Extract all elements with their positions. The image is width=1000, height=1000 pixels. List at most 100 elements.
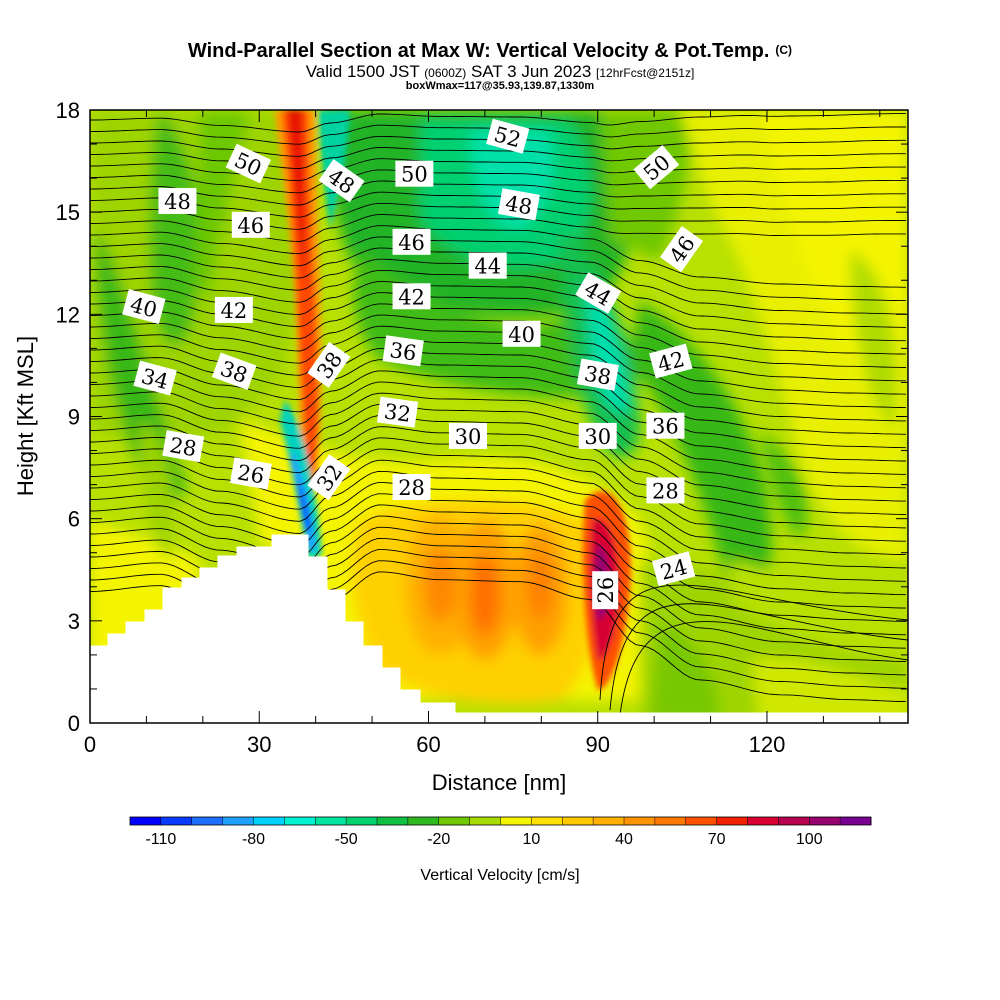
label-box bbox=[651, 551, 696, 587]
colorbar-tick-label: 10 bbox=[522, 831, 540, 848]
isentrope-line bbox=[90, 158, 906, 182]
isentrope-label: 44 bbox=[468, 252, 507, 279]
colorbar-swatch bbox=[747, 817, 779, 825]
label-text: 28 bbox=[652, 479, 679, 503]
label-box bbox=[592, 571, 619, 610]
subtitle-date: SAT 3 Jun 2023 bbox=[471, 62, 591, 81]
colorbar bbox=[129, 816, 872, 826]
isentrope-label: 46 bbox=[392, 228, 431, 255]
colorbar-swatch bbox=[531, 817, 563, 825]
plot-area bbox=[90, 110, 908, 723]
colorbar-swatch bbox=[191, 817, 224, 825]
colorbar-swatch bbox=[377, 817, 409, 825]
isentrope-line bbox=[90, 370, 906, 462]
label-box bbox=[497, 188, 540, 221]
label-box bbox=[133, 360, 177, 396]
isentrope-label: 28 bbox=[392, 474, 431, 501]
label-box bbox=[122, 289, 166, 325]
label-box bbox=[318, 159, 365, 203]
isentrope-line bbox=[90, 493, 907, 609]
isentrope-line bbox=[90, 448, 907, 556]
isentrope-line bbox=[90, 392, 907, 489]
isentrope-line bbox=[90, 191, 906, 218]
isentrope-label: 40 bbox=[502, 320, 541, 347]
subtitle-utc: (0600Z) bbox=[424, 66, 466, 80]
colorbar-swatch bbox=[624, 817, 656, 825]
colorbar-tick-label: 100 bbox=[796, 831, 823, 848]
y-axis-label: Height [Kft MSL] bbox=[13, 336, 38, 496]
label-text: 26 bbox=[236, 460, 266, 488]
colorbar-swatch bbox=[593, 817, 625, 825]
y-tick-label: 0 bbox=[68, 711, 80, 736]
subtitle-forecast: [12hrFcst@2151z] bbox=[596, 66, 694, 80]
colorbar-swatch bbox=[438, 817, 471, 825]
isentrope-label: 42 bbox=[392, 283, 431, 310]
isentrope-line bbox=[90, 482, 907, 596]
colorbar-tick-label: -20 bbox=[427, 831, 450, 848]
isentrope-label: 48 bbox=[158, 187, 197, 214]
colorbar-tick-label: -80 bbox=[242, 831, 265, 848]
isentrope-label: 48 bbox=[497, 188, 540, 221]
isentrope-line bbox=[90, 359, 907, 449]
colorbar-tick-label: 70 bbox=[708, 831, 726, 848]
label-text: 42 bbox=[220, 299, 247, 323]
label-box bbox=[231, 211, 270, 238]
y-tick-label: 3 bbox=[68, 609, 80, 634]
x-tick-label: 30 bbox=[247, 732, 271, 757]
label-text: 38 bbox=[582, 361, 612, 389]
label-text: 48 bbox=[503, 191, 533, 219]
label-box bbox=[575, 272, 622, 314]
label-box bbox=[214, 296, 253, 323]
y-tick-label: 15 bbox=[56, 200, 80, 225]
label-box bbox=[382, 335, 424, 367]
label-box bbox=[162, 430, 205, 463]
subtitle-valid: Valid 1500 JST bbox=[306, 62, 420, 81]
label-box bbox=[225, 143, 272, 184]
isentrope-line bbox=[90, 147, 906, 169]
label-text: 48 bbox=[164, 190, 191, 214]
isentropes bbox=[90, 113, 908, 716]
label-box bbox=[486, 118, 530, 154]
isentrope-line bbox=[90, 415, 907, 515]
isentrope-line bbox=[90, 515, 907, 636]
label-text: 30 bbox=[584, 425, 611, 449]
tick-marks bbox=[89, 109, 908, 724]
colorbar-swatch bbox=[253, 817, 285, 825]
x-tick-labels: 0 30 60 90 120 bbox=[84, 732, 785, 757]
colorbar-swatch bbox=[346, 817, 378, 825]
label-box bbox=[633, 144, 680, 190]
x-tick-label: 120 bbox=[749, 732, 786, 757]
label-text: 40 bbox=[508, 323, 535, 347]
label-text: 44 bbox=[474, 255, 501, 279]
isentrope-line bbox=[90, 325, 907, 409]
label-box bbox=[578, 422, 617, 449]
y-tick-labels: 0 3 6 9 12 15 18 bbox=[56, 98, 80, 736]
isentrope-line bbox=[90, 113, 906, 133]
label-box bbox=[158, 187, 197, 214]
label-box bbox=[392, 228, 431, 255]
isentrope-line bbox=[90, 504, 907, 622]
isentrope-line bbox=[90, 314, 907, 395]
label-box bbox=[468, 252, 507, 279]
colorbar-tick-label: -50 bbox=[335, 831, 358, 848]
isentrope-line bbox=[90, 180, 906, 206]
label-box bbox=[307, 454, 351, 501]
isentrope-line bbox=[90, 381, 907, 475]
isentrope-label: 36 bbox=[382, 335, 424, 367]
y-tick-label: 18 bbox=[56, 98, 80, 123]
label-box bbox=[502, 320, 541, 347]
isentrope-label: 26 bbox=[229, 457, 272, 490]
isentrope-line bbox=[90, 470, 907, 582]
colorbar-swatch bbox=[130, 817, 162, 825]
colorbar-swatch bbox=[840, 817, 872, 825]
label-text: 36 bbox=[388, 338, 418, 365]
colorbar-tick-labels: -110 -80 -50 -20 10 40 70 100 bbox=[145, 831, 822, 848]
label-box bbox=[448, 422, 487, 449]
label-box bbox=[646, 477, 685, 504]
label-box bbox=[211, 352, 257, 391]
isentrope-label: 50 bbox=[395, 160, 434, 187]
x-tick-label: 0 bbox=[84, 732, 96, 757]
colorbar-swatch bbox=[469, 817, 501, 825]
